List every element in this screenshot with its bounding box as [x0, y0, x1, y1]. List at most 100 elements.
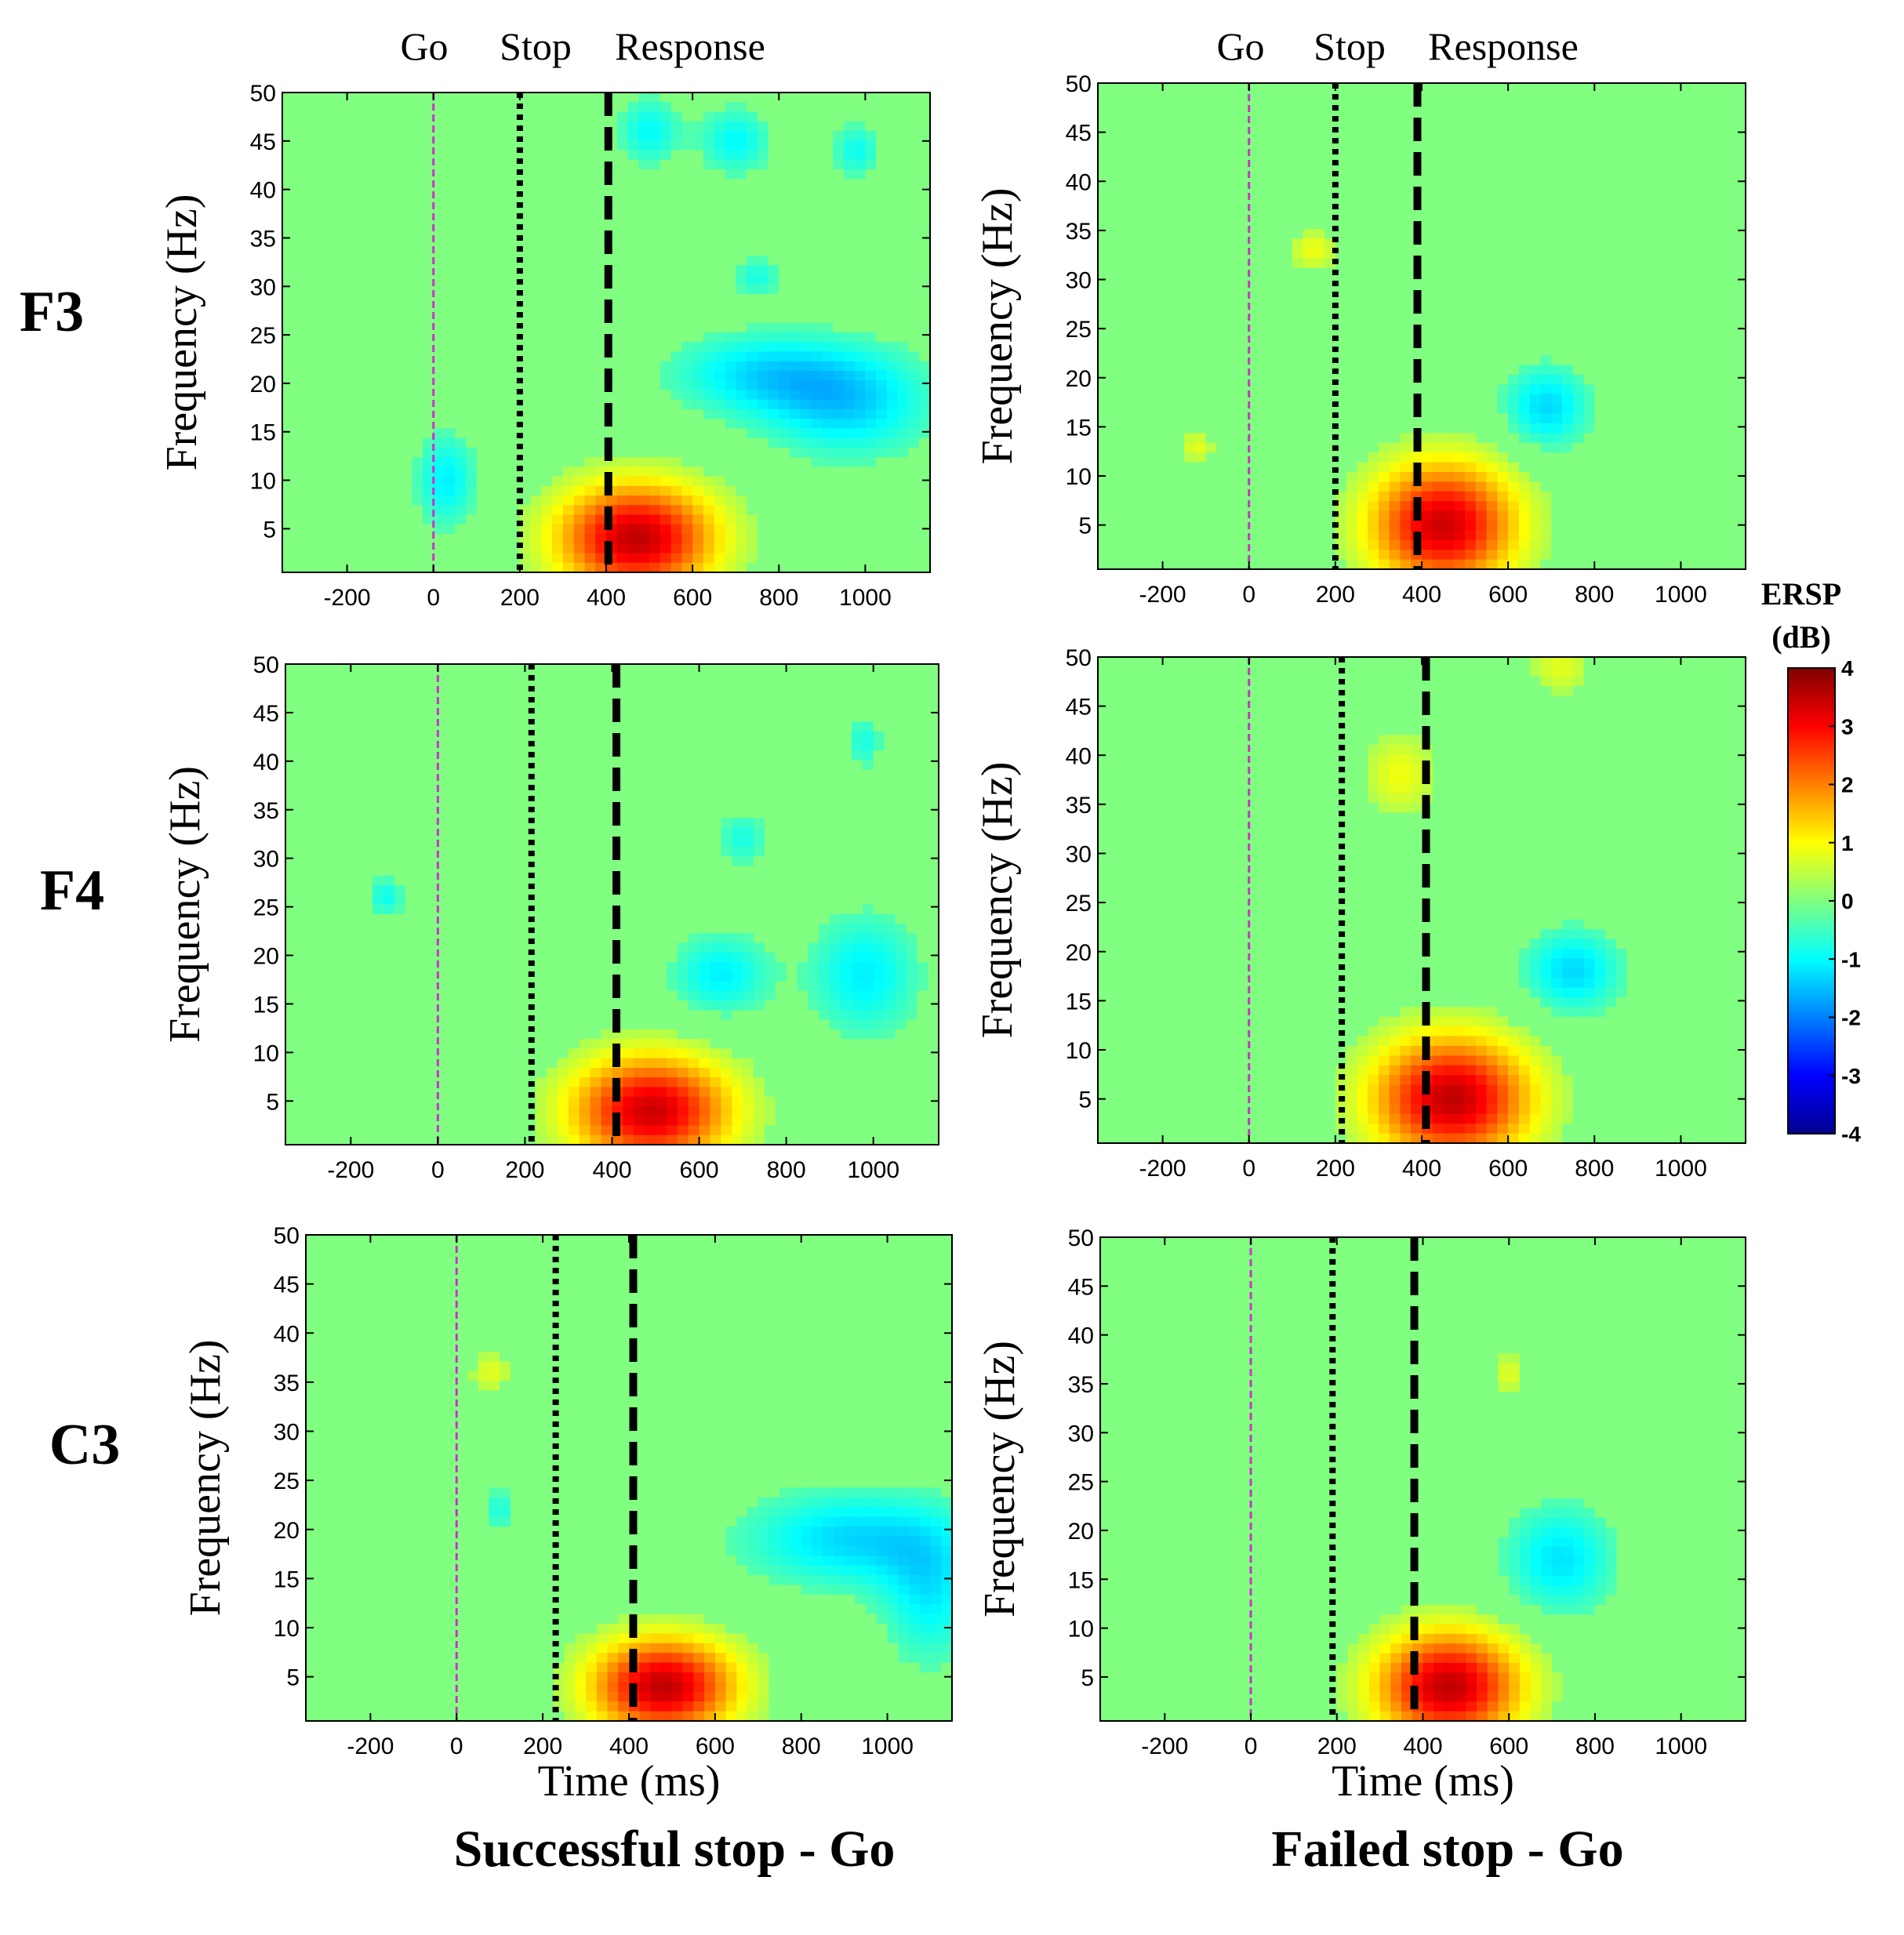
heatmap-cell	[659, 130, 672, 141]
heatmap-cell	[562, 496, 575, 506]
heatmap-cell	[627, 121, 639, 132]
heatmap-cell	[1486, 83, 1498, 93]
heatmap-cell	[1259, 530, 1271, 541]
heatmap-cell	[692, 150, 704, 161]
heatmap-cell	[1303, 355, 1314, 366]
heatmap-cell	[530, 562, 542, 573]
heatmap-cell	[800, 534, 812, 544]
heatmap-cell	[390, 332, 402, 343]
heatmap-cell	[854, 140, 866, 151]
heatmap-cell	[1368, 550, 1379, 561]
heatmap-cell	[616, 399, 629, 410]
heatmap-cell	[736, 457, 747, 467]
heatmap-cell	[768, 245, 779, 256]
heatmap-cell	[1098, 559, 1110, 570]
heatmap-cell	[369, 361, 380, 372]
heatmap-cell	[1270, 229, 1282, 239]
heatmap-cell	[1432, 161, 1444, 172]
heatmap-cell	[779, 447, 790, 458]
heatmap-cell	[1465, 404, 1477, 415]
heatmap-cell	[1151, 375, 1164, 385]
heatmap-cell	[444, 121, 456, 132]
heatmap-cell	[1422, 267, 1433, 278]
heatmap-cell	[779, 227, 790, 238]
panel-f3-failed-stop: -200 0 200 400 600 800 10005101520253035404550…	[973, 71, 1746, 608]
heatmap-cell	[1389, 510, 1401, 521]
heatmap-cell	[854, 524, 866, 535]
heatmap-cell	[908, 408, 920, 419]
heatmap-cell	[1227, 316, 1239, 327]
heatmap-cell	[833, 284, 845, 295]
heatmap-cell	[347, 342, 358, 353]
heatmap-cell	[1400, 287, 1412, 298]
heatmap-cell	[1151, 209, 1164, 220]
heatmap-cell	[1098, 375, 1110, 385]
heatmap-cell	[757, 313, 769, 324]
heatmap-cell	[293, 457, 305, 467]
heatmap-cell	[908, 370, 920, 381]
heatmap-cell	[476, 188, 489, 199]
heatmap-cell	[358, 351, 369, 362]
heatmap-cell	[1141, 355, 1153, 366]
heatmap-cell	[757, 342, 769, 353]
heatmap-cell	[1292, 190, 1304, 201]
heatmap-cell	[293, 534, 305, 544]
heatmap-cell	[552, 150, 564, 161]
heatmap-cell	[1378, 112, 1390, 123]
heatmap-cell	[1422, 112, 1433, 123]
heatmap-cell	[703, 399, 715, 410]
heatmap-cell	[908, 150, 920, 161]
heatmap-cell	[584, 217, 596, 227]
heatmap-cell	[1270, 307, 1282, 318]
heatmap-cell	[584, 179, 596, 189]
heatmap-cell	[422, 428, 434, 439]
heatmap-cell	[757, 169, 769, 180]
heatmap-cell	[843, 380, 856, 391]
heatmap-cell	[1184, 141, 1196, 152]
y-tick-label: 20	[250, 372, 276, 398]
heatmap-cell	[1475, 229, 1488, 239]
heatmap-cell	[876, 370, 888, 381]
heatmap-cell	[1270, 550, 1282, 561]
heatmap-cell	[1389, 413, 1401, 424]
heatmap-cell	[1303, 190, 1314, 201]
heatmap-cell	[422, 130, 434, 141]
heatmap-cell	[455, 543, 467, 554]
heatmap-cell	[627, 245, 639, 256]
heatmap-cell	[1237, 307, 1250, 318]
heatmap-cell	[1411, 345, 1423, 356]
heatmap-cell	[422, 313, 434, 324]
heatmap-cell	[714, 179, 726, 189]
heatmap-cell	[1292, 93, 1304, 103]
heatmap-cell	[358, 380, 369, 391]
heatmap-cell	[1141, 229, 1153, 239]
heatmap-cell	[455, 562, 467, 573]
heatmap-cell	[1162, 501, 1174, 512]
heatmap-cell	[627, 274, 639, 285]
heatmap-cell	[562, 476, 575, 487]
heatmap-cell	[854, 245, 866, 256]
heatmap-cell	[1497, 442, 1509, 453]
heatmap-cell	[1432, 365, 1444, 376]
heatmap-cell	[854, 207, 866, 218]
heatmap-cell	[1357, 481, 1368, 492]
heatmap-cell	[498, 505, 510, 516]
heatmap-cell	[1389, 423, 1401, 434]
heatmap-cell	[833, 428, 845, 439]
heatmap-cell	[1497, 326, 1509, 336]
heatmap-cell	[843, 303, 856, 314]
heatmap-cell	[1389, 238, 1401, 249]
heatmap-cell	[757, 390, 769, 401]
heatmap-cell	[1162, 102, 1174, 113]
heatmap-cell	[347, 485, 358, 496]
heatmap-cell	[282, 130, 294, 141]
heatmap-cell	[1346, 413, 1357, 424]
heatmap-cell	[1237, 530, 1250, 541]
heatmap-cell	[336, 390, 348, 401]
heatmap-cell	[1378, 491, 1390, 502]
heatmap-cell	[1173, 278, 1185, 288]
heatmap-cell	[444, 408, 456, 419]
heatmap-cell	[1173, 530, 1185, 541]
heatmap-cell	[422, 169, 434, 180]
heatmap-cell	[584, 274, 596, 285]
